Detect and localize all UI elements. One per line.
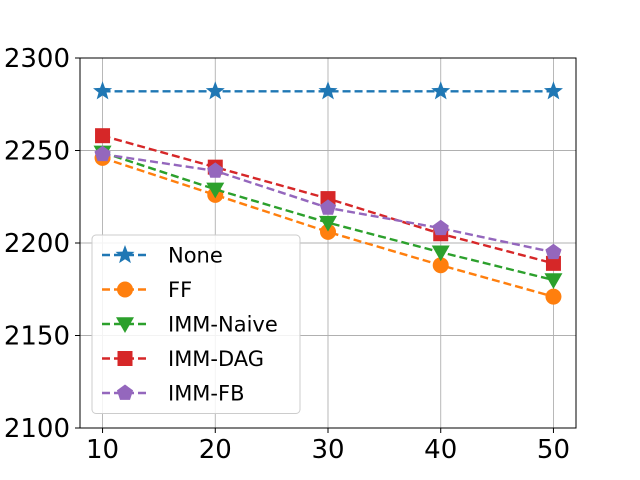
data-point-imm-naive bbox=[544, 273, 563, 289]
legend-item-ff: FF bbox=[102, 278, 192, 302]
y-tick-label: 2150 bbox=[4, 322, 70, 352]
data-point-ff bbox=[320, 223, 336, 240]
x-tick-label: 40 bbox=[424, 435, 457, 465]
data-point-imm-naive bbox=[206, 182, 225, 199]
data-point-imm-fb bbox=[545, 243, 562, 260]
axes: 10 20 30 40 50 2100 2150 2200 2250 2300 bbox=[4, 44, 570, 465]
data-point-imm-naive bbox=[319, 215, 337, 232]
legend-label-imm-dag: IMM-DAG bbox=[168, 347, 264, 371]
x-tick-label: 50 bbox=[537, 435, 570, 465]
series-none bbox=[93, 81, 563, 100]
data-point-imm-fb bbox=[319, 199, 337, 215]
y-tick-label: 2200 bbox=[4, 229, 70, 259]
legend-item-none: None bbox=[102, 244, 223, 268]
x-tick-label: 20 bbox=[199, 435, 232, 465]
legend-item-imm-dag: IMM-DAG bbox=[102, 347, 264, 371]
x-tick-label: 10 bbox=[86, 435, 119, 465]
legend-item-imm-fb: IMM-FB bbox=[102, 382, 245, 406]
data-point-imm-dag bbox=[95, 128, 111, 144]
legend-label-imm-fb: IMM-FB bbox=[168, 382, 245, 406]
series-imm-fb bbox=[94, 145, 562, 260]
data-point-none bbox=[431, 81, 451, 100]
legend-marker-ff bbox=[117, 281, 133, 298]
legend-box bbox=[91, 234, 301, 414]
y-tick-label: 2100 bbox=[4, 414, 70, 444]
data-point-none bbox=[543, 81, 563, 100]
data-point-imm-dag bbox=[545, 255, 561, 271]
series-layer bbox=[93, 81, 563, 305]
legend-marker-none bbox=[115, 245, 135, 264]
data-point-none bbox=[93, 81, 113, 100]
legend-marker-imm-fb bbox=[116, 384, 134, 400]
data-point-ff bbox=[432, 257, 449, 274]
y-tick-label: 2250 bbox=[4, 137, 70, 167]
data-point-none bbox=[205, 81, 225, 100]
data-point-none bbox=[318, 81, 338, 100]
series-line-ff bbox=[102, 156, 554, 298]
data-point-imm-naive bbox=[431, 245, 450, 262]
series-line-imm-naive bbox=[102, 151, 554, 282]
data-point-ff bbox=[545, 288, 562, 305]
legend-label-none: None bbox=[168, 244, 223, 268]
legend-item-imm-naive: IMM-Naive bbox=[102, 313, 278, 337]
x-tick-label: 30 bbox=[311, 435, 344, 465]
legend: None FF IMM-Naive IMM-DAG IMM-FB bbox=[91, 234, 301, 414]
legend-label-imm-naive: IMM-Naive bbox=[168, 313, 278, 337]
legend-label-ff: FF bbox=[168, 278, 192, 302]
data-point-imm-fb bbox=[207, 162, 224, 178]
data-point-imm-fb bbox=[94, 145, 111, 162]
legend-marker-imm-dag bbox=[117, 351, 133, 366]
data-point-imm-fb bbox=[432, 219, 449, 236]
y-tick-label: 2300 bbox=[4, 44, 70, 74]
legend-marker-imm-naive bbox=[116, 317, 134, 333]
